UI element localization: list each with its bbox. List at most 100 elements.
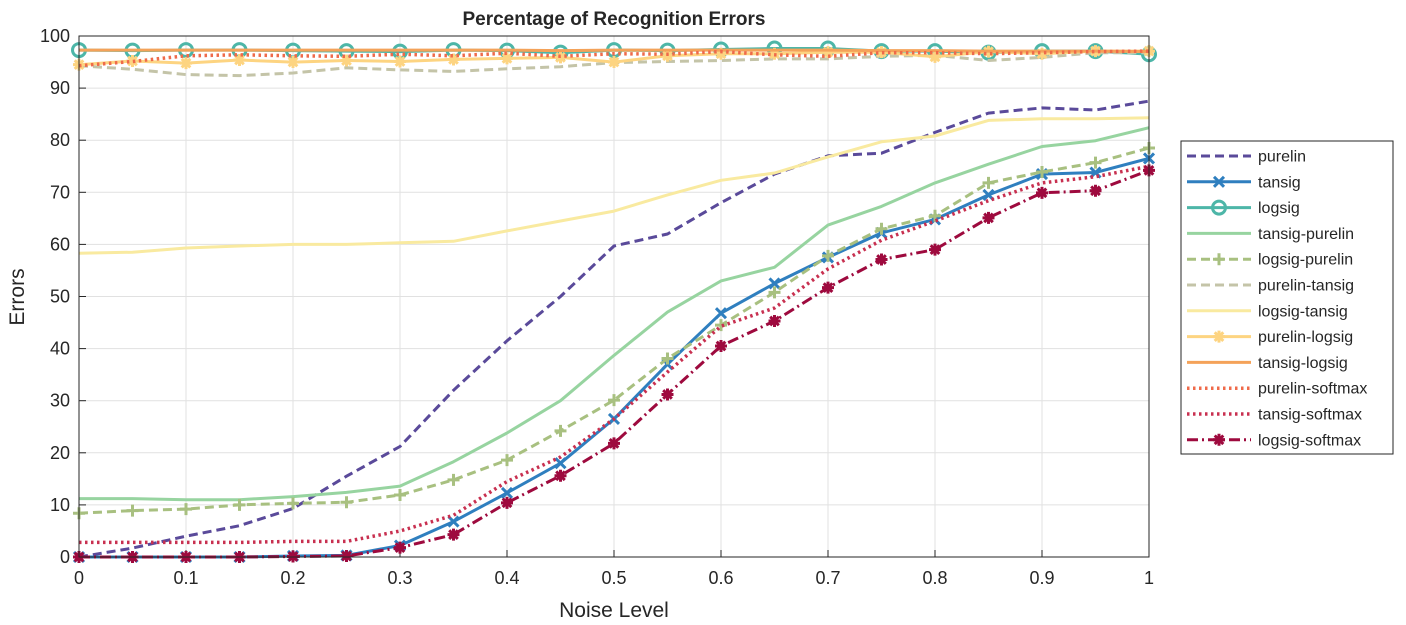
- legend-label: purelin-logsig: [1258, 329, 1353, 346]
- data-point: [501, 52, 513, 65]
- data-point: [875, 222, 888, 235]
- y-tick-label: 80: [50, 130, 70, 150]
- data-point: [1036, 165, 1048, 178]
- tick-labels: 0 0.1 0.2 0.3 0.4 0.5 0.6 0.7 0.8 0.9 101020304050…: [40, 26, 1154, 588]
- data-point: [180, 57, 192, 70]
- data-point: [180, 503, 192, 516]
- x-tick-label: 0.2: [280, 568, 305, 588]
- data-point: [929, 209, 941, 222]
- legend-label: logsig-purelin: [1258, 252, 1353, 269]
- series-tansig-purelin: [79, 126, 1150, 502]
- data-point: [1213, 253, 1225, 266]
- series-purelin: [78, 99, 1150, 559]
- y-tick-label: 70: [50, 182, 70, 202]
- data-point: [447, 53, 460, 66]
- data-point: [608, 56, 620, 69]
- grid: [78, 35, 1150, 558]
- x-tick-label: 0.4: [494, 568, 519, 588]
- data-point: [608, 394, 620, 407]
- data-point: [1211, 199, 1227, 216]
- x-tick-label: 1: [1144, 568, 1154, 588]
- series-logsig-tansig: [78, 116, 1150, 255]
- x-tick-label: 0.5: [601, 568, 626, 588]
- y-tick-label: 50: [50, 287, 70, 307]
- data-point: [875, 253, 888, 266]
- x-tick-label: 0.1: [173, 568, 198, 588]
- series-tansig-softmax: [79, 164, 1150, 545]
- legend-label: tansig: [1258, 174, 1301, 191]
- legend-item: tansig-logsig: [1187, 355, 1348, 372]
- series-line: [79, 164, 1150, 545]
- data-point: [287, 56, 299, 69]
- y-tick-label: 100: [40, 26, 70, 46]
- series-tansig-logsig: [79, 48, 1150, 54]
- data-point: [126, 55, 139, 68]
- data-point: [875, 46, 888, 59]
- data-point: [394, 55, 406, 68]
- data-point: [394, 541, 406, 554]
- legend-item: tansig-softmax: [1187, 407, 1362, 424]
- data-point: [1036, 47, 1048, 60]
- legend-label: purelin-softmax: [1258, 381, 1367, 398]
- y-tick-label: 20: [50, 443, 70, 463]
- data-point: [982, 211, 995, 224]
- x-tick-label: 0.9: [1029, 568, 1054, 588]
- series-line: [78, 146, 1150, 515]
- chart-title: Percentage of Recognition Errors: [462, 9, 765, 30]
- data-point: [287, 550, 299, 563]
- x-tick-label: 0: [74, 568, 84, 588]
- data-point: [715, 319, 727, 332]
- data-point: [715, 339, 727, 352]
- data-point: [714, 307, 728, 320]
- legend-label: tansig-purelin: [1258, 226, 1354, 243]
- x-tick-label: 0.7: [815, 568, 840, 588]
- data-point: [1089, 156, 1102, 169]
- legend-label: purelin: [1258, 149, 1306, 166]
- legend: purelin tansig logsig tansig-purelin logsig-…: [1180, 140, 1394, 455]
- y-tick-label: 0: [60, 547, 70, 567]
- data-point: [822, 281, 834, 294]
- legend-label: tansig-logsig: [1258, 355, 1348, 372]
- data-point: [715, 47, 727, 60]
- legend-item: purelin-softmax: [1187, 381, 1367, 398]
- legend-item: tansig: [1187, 174, 1301, 191]
- data-point: [982, 176, 995, 189]
- data-point: [822, 249, 834, 262]
- legend-item: tansig-purelin: [1187, 226, 1354, 243]
- data-point: [1212, 175, 1226, 188]
- data-point: [1213, 433, 1225, 446]
- data-point: [554, 457, 567, 470]
- data-point: [768, 277, 781, 290]
- series-line: [78, 49, 1150, 68]
- data-point: [447, 515, 460, 528]
- data-point: [1213, 330, 1225, 343]
- data-point: [340, 496, 353, 509]
- data-point: [340, 549, 353, 562]
- series-line: [79, 48, 1150, 54]
- legend-label: logsig-softmax: [1258, 432, 1361, 449]
- x-axis-label: Noise Level: [559, 599, 669, 622]
- legend-box: [1180, 140, 1394, 455]
- data-point: [608, 437, 620, 450]
- data-point: [661, 388, 674, 401]
- series-line: [78, 99, 1150, 559]
- data-point: [233, 498, 246, 511]
- data-point: [554, 424, 567, 437]
- series-line: [78, 116, 1150, 255]
- data-point: [768, 286, 781, 299]
- data-point: [554, 469, 567, 482]
- legend-item: logsig-purelin: [1187, 252, 1353, 269]
- data-point: [287, 497, 299, 510]
- data-point: [447, 473, 460, 486]
- series-purelin-softmax: [78, 49, 1150, 68]
- legend-item: logsig-softmax: [1187, 432, 1361, 449]
- y-tick-label: 10: [50, 495, 70, 515]
- y-tick-label: 40: [50, 339, 70, 359]
- data-point: [1089, 184, 1102, 197]
- data-point: [929, 243, 941, 256]
- y-tick-label: 60: [50, 234, 70, 254]
- legend-label: logsig: [1258, 200, 1300, 217]
- series-line: [79, 126, 1150, 502]
- legend-label: purelin-tansig: [1258, 278, 1354, 295]
